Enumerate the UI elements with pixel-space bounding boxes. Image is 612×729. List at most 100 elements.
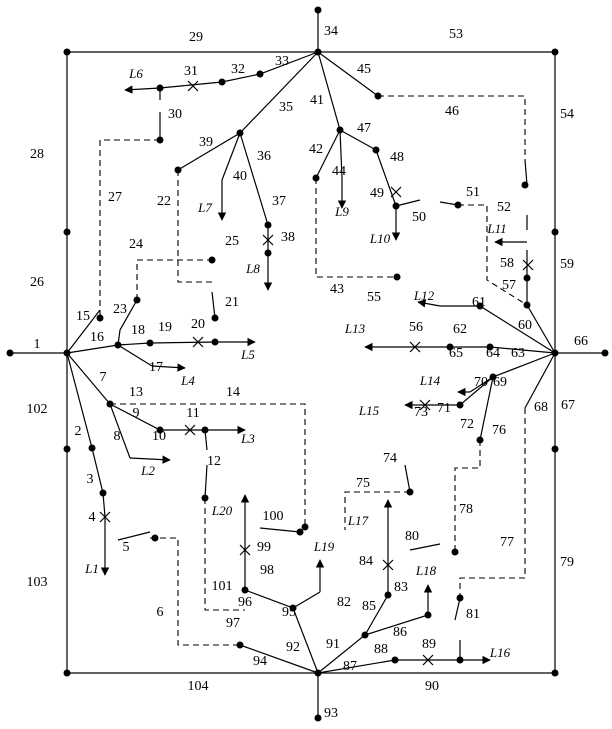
bus-node: [373, 147, 380, 154]
bus-node: [552, 350, 559, 357]
branch-number: 58: [500, 256, 514, 271]
bus-node: [265, 250, 272, 257]
branch-number: 41: [310, 93, 324, 108]
branch-number: 92: [286, 640, 300, 655]
bus-node: [362, 632, 369, 639]
open-tie-line: [316, 178, 397, 277]
branch-number: 38: [281, 230, 295, 245]
branch-number: 84: [359, 554, 373, 569]
bus-node: [157, 85, 164, 92]
branch-number: 89: [422, 637, 436, 652]
bus-node: [375, 93, 382, 100]
branch-number: 87: [343, 659, 357, 674]
bus-node: [315, 670, 322, 677]
branch-number: 11: [186, 406, 199, 421]
branch-number: 72: [460, 417, 474, 432]
bus-node: [7, 350, 14, 357]
bus-node: [64, 446, 71, 453]
load-label: L6: [128, 66, 143, 81]
line: [212, 292, 215, 318]
load-label: L9: [334, 204, 349, 219]
bus-node: [97, 315, 104, 322]
branch-number: 59: [560, 257, 574, 272]
bus-node: [89, 445, 96, 452]
branch-number: 54: [560, 107, 574, 122]
branch-number: 9: [133, 406, 140, 421]
branch-number: 48: [390, 150, 404, 165]
branch-number: 67: [561, 398, 575, 413]
line: [260, 528, 300, 532]
branch-number: 26: [30, 275, 44, 290]
branch-number: 98: [260, 563, 274, 578]
line: [205, 465, 207, 498]
bus-node: [455, 202, 462, 209]
branch-number: 4: [89, 510, 96, 525]
breaker: [188, 81, 198, 91]
line: [118, 532, 150, 540]
bus-node: [522, 182, 529, 189]
load-arrow: [130, 458, 170, 460]
branch-number: 63: [511, 346, 525, 361]
bus-node: [552, 670, 559, 677]
load-label: L19: [313, 539, 335, 554]
branch-number: 83: [394, 580, 408, 595]
load-label: L17: [347, 513, 369, 528]
bus-node: [313, 175, 320, 182]
branch-number: 18: [131, 323, 145, 338]
branch-number: 103: [27, 575, 48, 590]
branch-number: 1: [34, 337, 41, 352]
branch-number: 22: [157, 194, 171, 209]
branch-number: 21: [225, 295, 239, 310]
branch-number: 75: [356, 476, 370, 491]
load-label: L14: [419, 373, 441, 388]
branch-number: 35: [279, 100, 293, 115]
branch-number: 16: [90, 330, 104, 345]
branch-number: 93: [324, 706, 338, 721]
bus-node: [315, 715, 322, 722]
bus-node: [219, 79, 226, 86]
branch-number: 61: [472, 295, 486, 310]
bus-node: [457, 402, 464, 409]
line: [316, 52, 340, 178]
bus-node: [212, 339, 219, 346]
branch-number: 19: [158, 320, 172, 335]
branch-number: 40: [233, 169, 247, 184]
branch-number: 91: [326, 637, 340, 652]
branch-number: 62: [453, 322, 467, 337]
bus-node: [64, 229, 71, 236]
branch-number: 55: [367, 290, 381, 305]
line: [415, 347, 555, 353]
bus-node: [242, 587, 249, 594]
bus-node: [524, 275, 531, 282]
bus-node: [202, 427, 209, 434]
bus-node: [552, 446, 559, 453]
line: [118, 345, 152, 366]
branch-number: 28: [30, 147, 44, 162]
branch-number: 71: [437, 401, 451, 416]
branch-number: 25: [225, 234, 239, 249]
bus-node: [315, 7, 322, 14]
bus-node: [392, 657, 399, 664]
bus-node: [64, 670, 71, 677]
branch-number: 85: [362, 599, 376, 614]
bus-node: [602, 350, 609, 357]
branch-number: 34: [324, 24, 338, 39]
branch-number: 13: [129, 385, 143, 400]
load-label: L13: [344, 321, 366, 336]
branch-number: 99: [257, 540, 271, 555]
branch-number: 80: [405, 529, 419, 544]
branch-number: 23: [113, 302, 127, 317]
load-label: L2: [140, 463, 155, 478]
branch-number: 73: [414, 405, 428, 420]
branch-number: 14: [226, 385, 240, 400]
load-label: L1: [84, 561, 99, 576]
bus-node: [134, 297, 141, 304]
wires: [7, 7, 609, 722]
branch-number: 44: [332, 164, 346, 179]
branch-number: 77: [500, 535, 514, 550]
branch-number: 104: [188, 679, 209, 694]
bus-node: [265, 222, 272, 229]
line: [410, 544, 440, 550]
bus-node: [100, 490, 107, 497]
branch-number: 10: [152, 429, 166, 444]
